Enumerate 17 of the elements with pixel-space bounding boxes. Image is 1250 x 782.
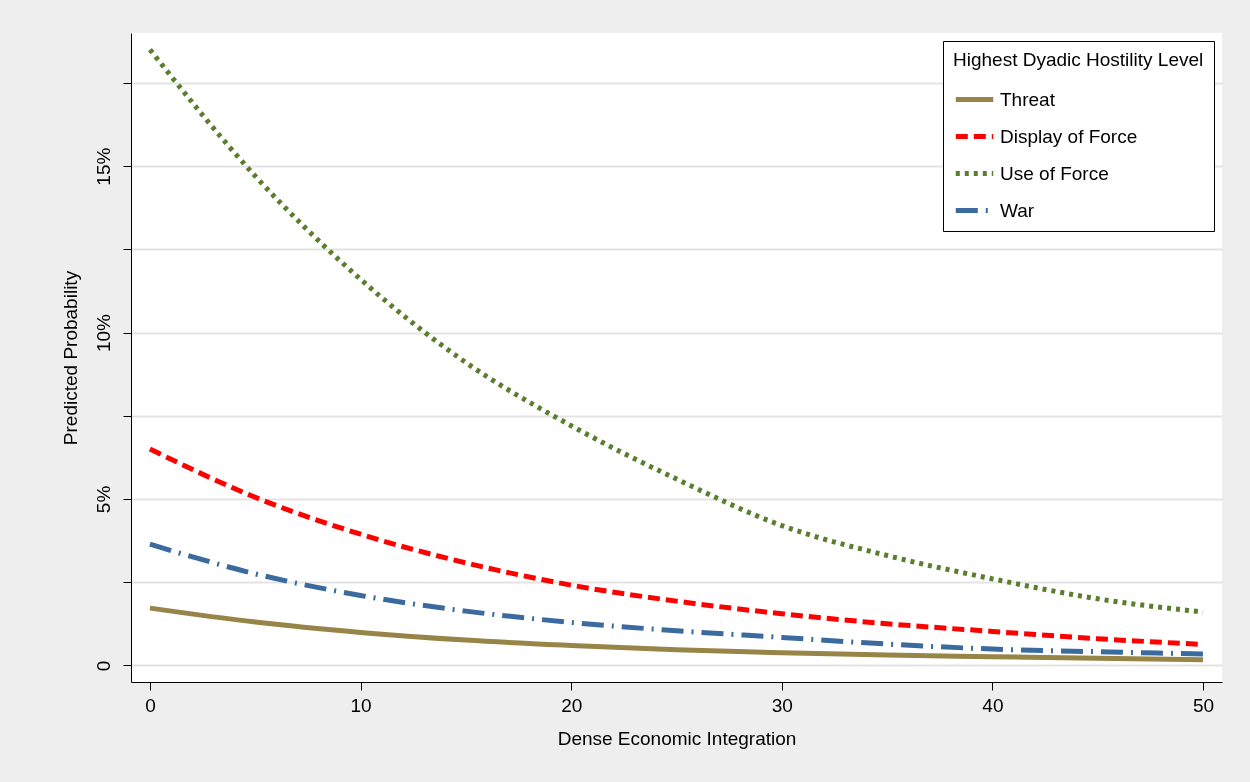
y-tick-label: 5% xyxy=(92,485,114,514)
legend-title: Highest Dyadic Hostility Level xyxy=(953,49,1204,70)
legend-label: Display of Force xyxy=(1000,125,1138,147)
x-tick-label: 20 xyxy=(561,694,583,716)
x-tick-label: 30 xyxy=(771,694,793,716)
x-tick-label: 40 xyxy=(982,694,1004,716)
legend-label: Threat xyxy=(1000,88,1056,110)
y-tick-label: 0 xyxy=(92,660,114,672)
y-tick-label: 10% xyxy=(92,313,114,353)
y-tick-label: 15% xyxy=(92,147,114,186)
legend-label: War xyxy=(1000,199,1035,221)
x-tick-label: 50 xyxy=(1192,694,1215,716)
y-axis-title: Predicted Probability xyxy=(59,270,81,446)
legend-label: Use of Force xyxy=(1000,162,1109,184)
x-axis-title: Dense Economic Integration xyxy=(557,727,797,749)
x-tick-label: 10 xyxy=(350,694,372,716)
x-tick-label: 0 xyxy=(145,694,156,716)
